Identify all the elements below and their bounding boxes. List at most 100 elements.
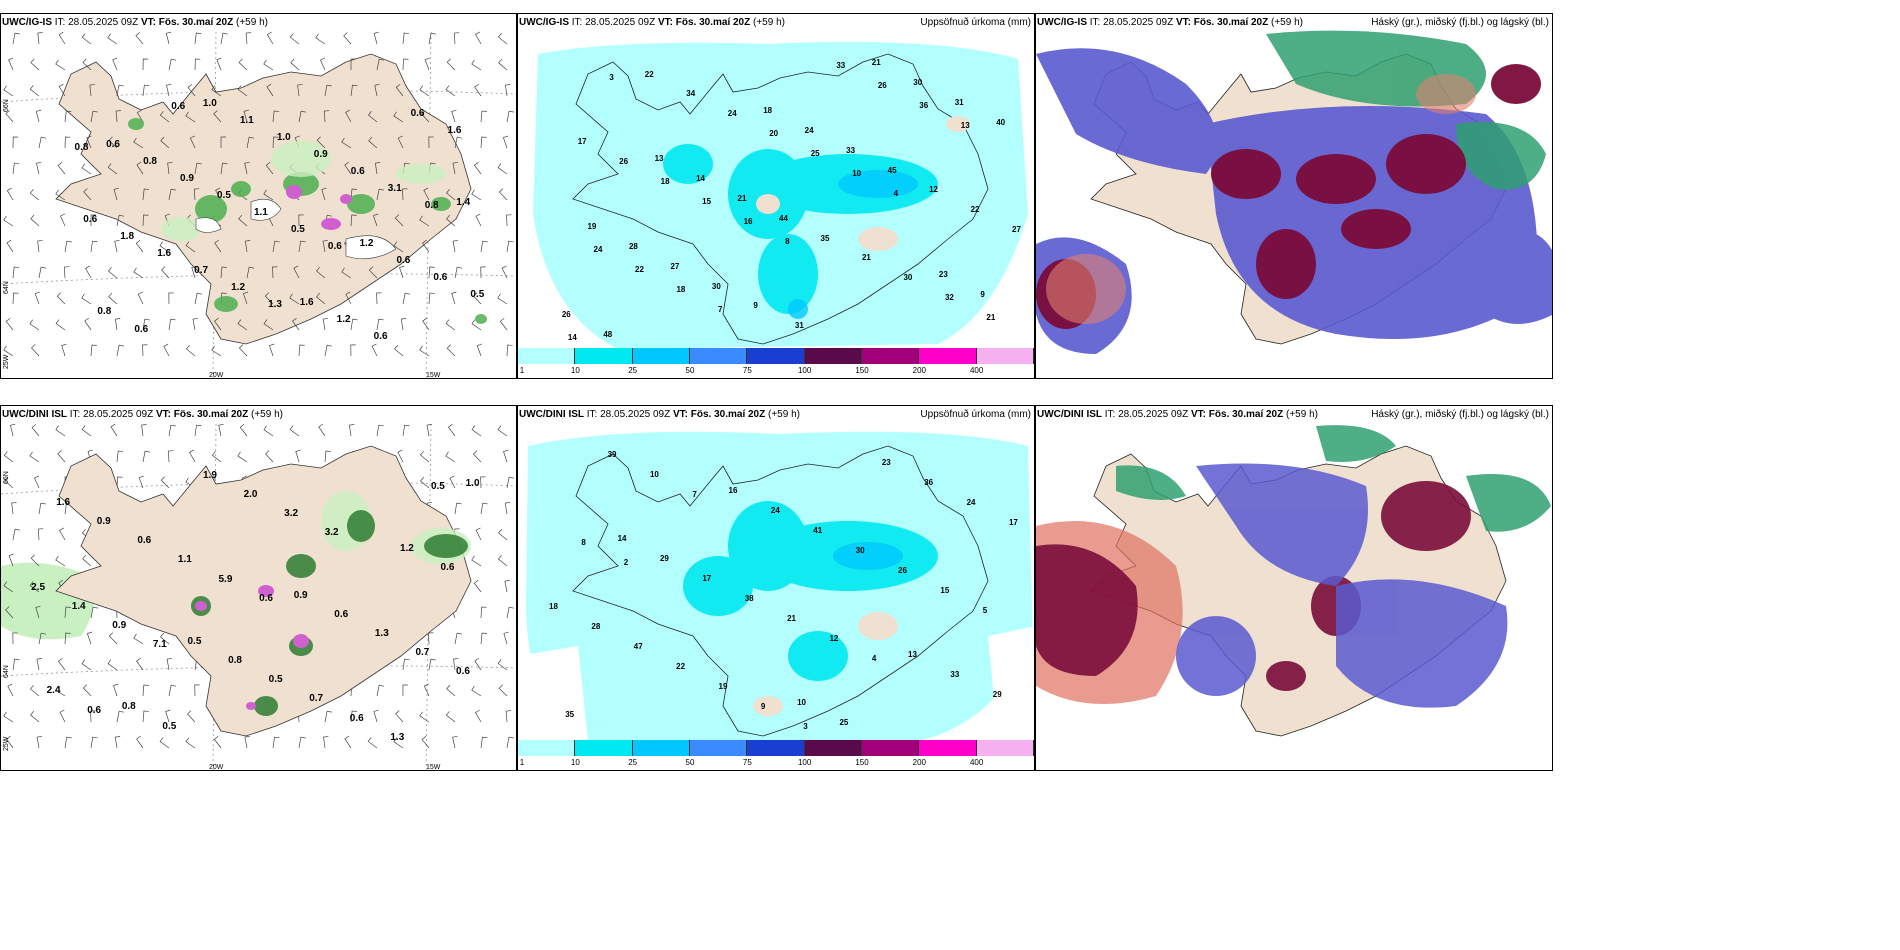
value-label: 0.6	[456, 666, 470, 678]
panel-dini-clouds: UWC/DINI ISL IT: 28.05.2025 09Z VT: Fös.…	[1035, 405, 1553, 771]
value-label: 0.9	[293, 589, 308, 601]
panel-header: UWC/IG-IS IT: 28.05.2025 09Z VT: Fös. 30…	[518, 14, 1034, 32]
initial-time: 28.05.2025 09Z	[1103, 17, 1174, 28]
value-label: 33	[836, 61, 846, 71]
colorbar-tick: 10	[570, 366, 580, 375]
value-label: 0.6	[334, 608, 349, 620]
value-label: 30	[913, 77, 923, 87]
value-label: 23	[881, 458, 891, 468]
valid-time: Fös. 30.maí 20Z	[158, 17, 234, 28]
value-label: 36	[924, 477, 934, 487]
value-label: 40	[996, 117, 1006, 127]
value-label: 0.6	[440, 562, 455, 574]
value-label: 22	[635, 265, 644, 275]
value-label: 13	[960, 120, 970, 130]
value-label: 1.1	[239, 114, 254, 126]
colorbar-tick: 100	[797, 366, 812, 375]
iceland-land	[572, 445, 989, 737]
value-label: 19	[587, 221, 597, 231]
value-label: 1.4	[456, 197, 471, 209]
value-label: 8	[785, 236, 790, 246]
initial-time: 28.05.2025 09Z	[68, 17, 139, 28]
value-label: 0.5	[470, 289, 485, 301]
value-label: 24	[727, 109, 737, 119]
value-label: 0.6	[410, 107, 425, 119]
value-label: 26	[898, 565, 907, 575]
value-label: 10	[797, 698, 806, 708]
value-label: 18	[549, 602, 558, 612]
value-label: 0.8	[143, 155, 157, 167]
lead-time: (+59 h)	[1271, 17, 1303, 28]
colorbar-swatch	[518, 348, 576, 364]
value-label: 0.6	[327, 241, 342, 253]
value-label: 15	[940, 585, 950, 595]
colorbar-tick: 150	[855, 366, 869, 375]
panel-header: UWC/IG-IS IT: 28.05.2025 09Z VT: Fös. 30…	[2, 17, 268, 28]
value-label: 0.6	[350, 165, 365, 177]
colorbar-tick: 100	[797, 758, 812, 767]
value-label: 0.6	[171, 100, 186, 112]
value-label: 28	[591, 622, 601, 632]
valid-time: Fös. 30.maí 20Z	[1193, 17, 1269, 28]
map-clouds	[1036, 30, 1552, 354]
colorbar-swatch	[632, 348, 690, 364]
value-label: 14	[696, 173, 705, 183]
panel-dini-accumulated-precip: UWC/DINI ISL IT: 28.05.2025 09Z VT: Fös.…	[517, 405, 1035, 771]
value-label: 1.1	[177, 554, 192, 566]
value-label: 26	[619, 157, 629, 167]
map-accum-precip	[518, 431, 1034, 741]
lon-label-20: 20W	[209, 372, 224, 379]
colorbar-tick: 10	[570, 758, 580, 767]
lat-label-66: 66N	[3, 99, 10, 112]
value-label: 9	[760, 701, 766, 711]
colorbar-swatch	[804, 348, 862, 364]
colorbar-swatch	[919, 348, 977, 364]
value-label: 1.1	[253, 207, 268, 219]
colorbar-swatch	[690, 740, 748, 756]
value-label: 26	[561, 309, 571, 319]
colorbar-tick: 75	[742, 758, 752, 767]
value-label: 45	[887, 165, 897, 175]
value-label: 3.2	[324, 527, 339, 539]
lead-time: (+59 h)	[1286, 409, 1318, 420]
value-label: 0.5	[268, 674, 283, 686]
value-label: 1.6	[447, 124, 462, 136]
value-label: 16	[728, 486, 738, 496]
value-label: 0.6	[396, 255, 411, 267]
value-label: 0.6	[349, 712, 364, 724]
map-wind-barbs	[1, 31, 516, 378]
value-label: 21	[787, 613, 796, 623]
value-label: 1.0	[202, 97, 217, 109]
panel-igis-accumulated-precip: UWC/IG-IS IT: 28.05.2025 09Z VT: Fös. 30…	[517, 13, 1035, 379]
value-label: 1.3	[268, 299, 282, 311]
value-label: 12	[929, 185, 938, 195]
value-label: 30	[711, 281, 721, 291]
value-label: 19	[718, 681, 728, 691]
value-label: 1.3	[390, 731, 405, 743]
value-label: 5.9	[218, 573, 233, 585]
value-label: 4	[893, 188, 899, 198]
value-label: 0.6	[433, 272, 448, 284]
lon-label-15: 15W	[426, 372, 441, 379]
value-label: 23	[938, 269, 948, 279]
field-title: Uppsöfnuð úrkoma (mm)	[920, 409, 1031, 420]
value-label: 33	[846, 145, 856, 155]
colorbar-swatch	[862, 740, 920, 756]
lat-label-64: 64N	[3, 281, 10, 294]
value-label: 0.7	[309, 693, 324, 705]
value-label: 18	[763, 105, 773, 115]
value-label: 7.1	[152, 639, 167, 651]
colorbar-swatch	[575, 740, 633, 756]
value-label: 32	[944, 293, 954, 303]
initial-time: 28.05.2025 09Z	[1118, 409, 1189, 420]
value-label: 20	[769, 129, 779, 139]
colorbar-swatch	[747, 348, 805, 364]
value-label: 13	[908, 650, 917, 660]
panel-igis-wind-showers: UWC/IG-IS IT: 28.05.2025 09Z VT: Fös. 30…	[0, 13, 517, 379]
value-label: 1.2	[231, 282, 246, 294]
value-label: 18	[660, 177, 670, 187]
model-name: UWC/IG-IS	[2, 17, 52, 28]
value-label: 41	[813, 526, 823, 535]
value-label: 0.6	[373, 330, 388, 342]
colorbar-tick: 400	[969, 366, 984, 375]
